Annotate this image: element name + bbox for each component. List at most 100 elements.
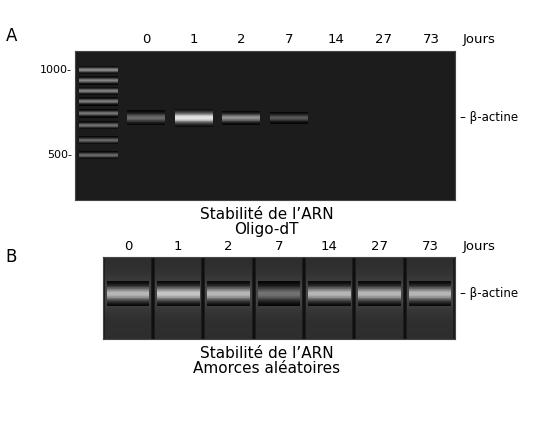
Text: – β-actine: – β-actine [460, 287, 518, 300]
Bar [407, 303, 453, 305]
Bar [356, 319, 403, 320]
Bar [105, 278, 151, 280]
Text: 73: 73 [421, 240, 438, 253]
Text: 1: 1 [174, 240, 183, 253]
Bar [408, 283, 451, 284]
Bar [408, 291, 451, 292]
Bar [308, 284, 351, 285]
Text: Stabilité de l’ARN: Stabilité de l’ARN [200, 346, 333, 361]
Bar [205, 260, 252, 262]
Bar [107, 286, 149, 287]
Bar [306, 331, 352, 333]
Bar [258, 289, 300, 290]
Bar [175, 116, 213, 117]
Bar [205, 310, 252, 312]
Bar [207, 295, 250, 296]
Bar [205, 330, 252, 331]
Bar [308, 285, 351, 286]
Bar [256, 309, 302, 310]
Bar [157, 290, 199, 291]
Bar [205, 335, 252, 337]
Bar [105, 257, 151, 259]
Bar [359, 304, 401, 305]
Bar [258, 288, 300, 289]
Bar [157, 301, 199, 302]
Bar [155, 257, 201, 259]
Bar [207, 286, 250, 287]
Bar [205, 305, 252, 306]
Text: 0: 0 [142, 33, 150, 46]
Bar [205, 289, 252, 291]
Bar [155, 301, 201, 302]
Bar [306, 269, 352, 270]
Bar [256, 327, 302, 328]
Bar [306, 264, 352, 266]
Bar [306, 330, 352, 331]
Bar [155, 310, 201, 312]
Bar [407, 282, 453, 284]
Bar [207, 281, 250, 282]
Bar [306, 328, 352, 330]
Bar [207, 294, 250, 295]
Bar [356, 274, 403, 276]
Bar [107, 288, 149, 289]
Bar [308, 294, 351, 295]
Bar [205, 280, 252, 281]
Bar [356, 264, 403, 266]
Text: 14: 14 [328, 33, 345, 46]
Bar [107, 283, 149, 284]
Bar [205, 284, 252, 285]
Bar [205, 327, 252, 328]
Bar [407, 263, 453, 264]
Bar [256, 281, 302, 282]
Bar [155, 270, 201, 272]
Bar [306, 271, 352, 273]
Bar [306, 310, 352, 312]
Text: Jours: Jours [463, 240, 496, 253]
Bar [157, 283, 199, 284]
Bar [356, 289, 403, 291]
Text: 1000-: 1000- [40, 65, 72, 75]
Bar [157, 289, 199, 290]
Bar [359, 298, 401, 299]
Bar [256, 266, 302, 267]
Text: Oligo-dT: Oligo-dT [234, 222, 299, 237]
Bar [175, 122, 213, 123]
Bar [256, 292, 302, 294]
Text: Amorces aléatoires: Amorces aléatoires [193, 361, 340, 376]
Bar [155, 293, 201, 295]
Bar [408, 290, 451, 291]
Bar [407, 328, 453, 330]
Bar [207, 296, 250, 297]
Bar [105, 266, 151, 267]
Bar [207, 289, 250, 290]
Bar [258, 292, 300, 293]
Bar [207, 304, 250, 305]
Bar [155, 333, 201, 334]
Bar [258, 302, 300, 303]
Bar [258, 285, 300, 286]
Bar [105, 337, 151, 338]
Bar [155, 269, 201, 270]
Bar [155, 299, 201, 301]
Bar [256, 307, 302, 309]
Bar [205, 324, 252, 326]
Bar [407, 267, 453, 269]
Bar [105, 325, 151, 327]
Bar [256, 282, 302, 284]
Bar [359, 299, 401, 300]
Bar [157, 287, 199, 288]
Bar [107, 298, 149, 299]
Bar [308, 290, 351, 291]
Bar [258, 300, 300, 301]
Bar [205, 302, 252, 304]
Bar [408, 295, 451, 296]
Bar [407, 337, 453, 338]
Bar [157, 293, 199, 294]
Bar [256, 280, 302, 281]
Bar [105, 299, 151, 301]
Bar [359, 289, 401, 290]
Bar [107, 285, 149, 286]
Bar [407, 259, 453, 260]
Bar [407, 306, 453, 308]
